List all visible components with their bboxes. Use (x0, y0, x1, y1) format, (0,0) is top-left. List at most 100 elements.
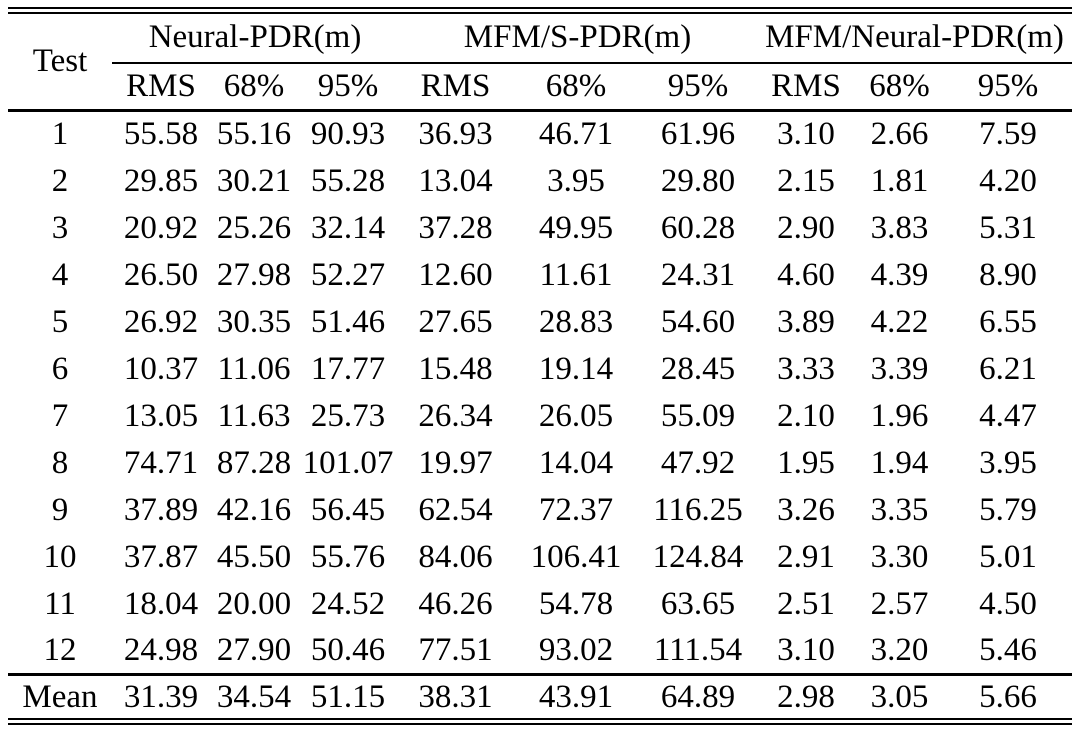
value-cell: 37.87 (123, 538, 199, 575)
value-cell: 15.48 (418, 350, 493, 387)
value-cell: 51.15 (298, 673, 398, 722)
value-cell: 87.28 (216, 444, 292, 481)
value-cell: 26.50 (123, 256, 199, 293)
table-row: 1 55.58 55.16 90.93 36.93 46.71 61.96 3.10 2.66 7… (8, 111, 1072, 158)
value-cell: 31.39 (112, 673, 210, 722)
value-cell: 13.05 (123, 397, 199, 434)
row-label: 9 (51, 491, 69, 528)
value-cell: 4.50 (979, 585, 1037, 622)
value-cell: 5.79 (979, 491, 1037, 528)
subheader-68-mfm-s: 68% (513, 62, 639, 112)
row-label: 6 (51, 350, 69, 387)
value-cell: 37.28 (418, 209, 493, 246)
value-cell: 50.46 (310, 631, 386, 668)
value-cell: 6.55 (979, 303, 1037, 340)
value-cell: 30.21 (216, 162, 292, 199)
value-cell: 63.65 (660, 585, 736, 622)
value-cell: 3.39 (870, 350, 929, 387)
value-cell: 55.16 (216, 116, 292, 153)
value-cell: 61.96 (660, 116, 736, 153)
value-cell: 24.31 (660, 256, 736, 293)
table-row: 6 10.37 11.06 17.77 15.48 19.14 28.45 3.33 3.39 6… (8, 346, 1072, 393)
value-cell: 55.76 (310, 538, 386, 575)
value-cell: 111.54 (653, 631, 743, 668)
value-cell: 52.27 (310, 256, 386, 293)
row-label: 1 (51, 116, 69, 153)
mean-row: Mean 31.39 34.54 51.15 38.31 43.91 64.89 2.98 3.… (8, 673, 1072, 722)
value-cell: 60.28 (660, 209, 736, 246)
value-cell: 3.89 (777, 303, 835, 340)
row-label: 3 (51, 209, 69, 246)
subheader-rms-neural: RMS (112, 62, 210, 112)
row-label: 2 (51, 162, 69, 199)
value-cell: 51.46 (310, 303, 386, 340)
value-cell: 24.52 (310, 585, 386, 622)
value-cell: 54.60 (660, 303, 736, 340)
value-cell: 4.39 (870, 256, 929, 293)
value-cell: 46.26 (418, 585, 493, 622)
value-cell: 26.34 (418, 397, 493, 434)
value-cell: 26.92 (123, 303, 199, 340)
value-cell: 47.92 (660, 444, 736, 481)
subheader-68-mfm-neural: 68% (855, 62, 944, 112)
value-cell: 3.26 (777, 491, 835, 528)
value-cell: 64.89 (639, 673, 757, 722)
value-cell: 3.10 (777, 631, 835, 668)
value-cell: 93.02 (538, 631, 614, 668)
value-cell: 11.06 (217, 350, 291, 387)
value-cell: 43.91 (513, 673, 639, 722)
value-cell: 25.26 (216, 209, 292, 246)
subheader-row: RMS 68% 95% RMS 68% 95% RMS 68% 95% (8, 62, 1072, 112)
value-cell: 8.90 (979, 256, 1037, 293)
value-cell: 38.31 (398, 673, 513, 722)
row-label: 8 (51, 444, 69, 481)
table-row: 2 29.85 30.21 55.28 13.04 3.95 29.80 2.15 1.81 4.… (8, 158, 1072, 205)
value-cell: 3.30 (870, 538, 929, 575)
value-cell: 49.95 (538, 209, 614, 246)
value-cell: 3.83 (870, 209, 929, 246)
subheader-95-neural: 95% (298, 62, 398, 112)
value-cell: 19.14 (538, 350, 614, 387)
value-cell: 42.16 (216, 491, 292, 528)
table-row: 9 37.89 42.16 56.45 62.54 72.37 116.25 3.26 3.35… (8, 487, 1072, 534)
value-cell: 90.93 (310, 116, 386, 153)
value-cell: 2.15 (777, 162, 835, 199)
value-cell: 1.94 (870, 444, 929, 481)
value-cell: 12.60 (418, 256, 493, 293)
subheader-rms-mfm-s: RMS (398, 62, 513, 112)
value-cell: 84.06 (418, 538, 493, 575)
value-cell: 116.25 (653, 491, 743, 528)
value-cell: 72.37 (538, 491, 614, 528)
value-cell: 29.80 (660, 162, 736, 199)
value-cell: 11.61 (539, 256, 613, 293)
value-cell: 5.01 (979, 538, 1037, 575)
value-cell: 106.41 (530, 538, 622, 575)
value-cell: 32.14 (310, 209, 386, 246)
value-cell: 19.97 (418, 444, 493, 481)
value-cell: 27.65 (418, 303, 493, 340)
subheader-95-mfm-s: 95% (639, 62, 757, 112)
group-header-mfm-neural-pdr: MFM/Neural-PDR(m) (757, 10, 1072, 64)
row-label: 7 (51, 397, 69, 434)
pdr-results-table: Test Neural-PDR(m) MFM/S-PDR(m) MFM/Neur… (8, 7, 1072, 725)
value-cell: 77.51 (418, 631, 493, 668)
group-header-mfm-s-pdr: MFM/S-PDR(m) (398, 10, 757, 64)
value-cell: 5.46 (979, 631, 1037, 668)
value-cell: 54.78 (538, 585, 614, 622)
value-cell: 3.10 (777, 116, 835, 153)
value-cell: 25.73 (310, 397, 386, 434)
value-cell: 2.91 (777, 538, 835, 575)
value-cell: 18.04 (123, 585, 199, 622)
value-cell: 4.20 (979, 162, 1037, 199)
value-cell: 34.54 (210, 673, 298, 722)
value-cell: 74.71 (123, 444, 199, 481)
subheader-rms-mfm-neural: RMS (757, 62, 855, 112)
value-cell: 4.22 (870, 303, 929, 340)
group-header-row: Test Neural-PDR(m) MFM/S-PDR(m) MFM/Neur… (8, 10, 1072, 112)
table-row: 3 20.92 25.26 32.14 37.28 49.95 60.28 2.90 3.83 5… (8, 205, 1072, 252)
value-cell: 3.95 (547, 162, 605, 199)
value-cell: 2.90 (777, 209, 835, 246)
table-row: 8 74.71 87.28 101.07 19.97 14.04 47.92 1.95 1.94… (8, 440, 1072, 487)
table-row: 4 26.50 27.98 52.27 12.60 11.61 24.31 4.60 4.39 8… (8, 252, 1072, 299)
table-body: 1 55.58 55.16 90.93 36.93 46.71 61.96 3.10 2.66 7… (8, 111, 1072, 722)
